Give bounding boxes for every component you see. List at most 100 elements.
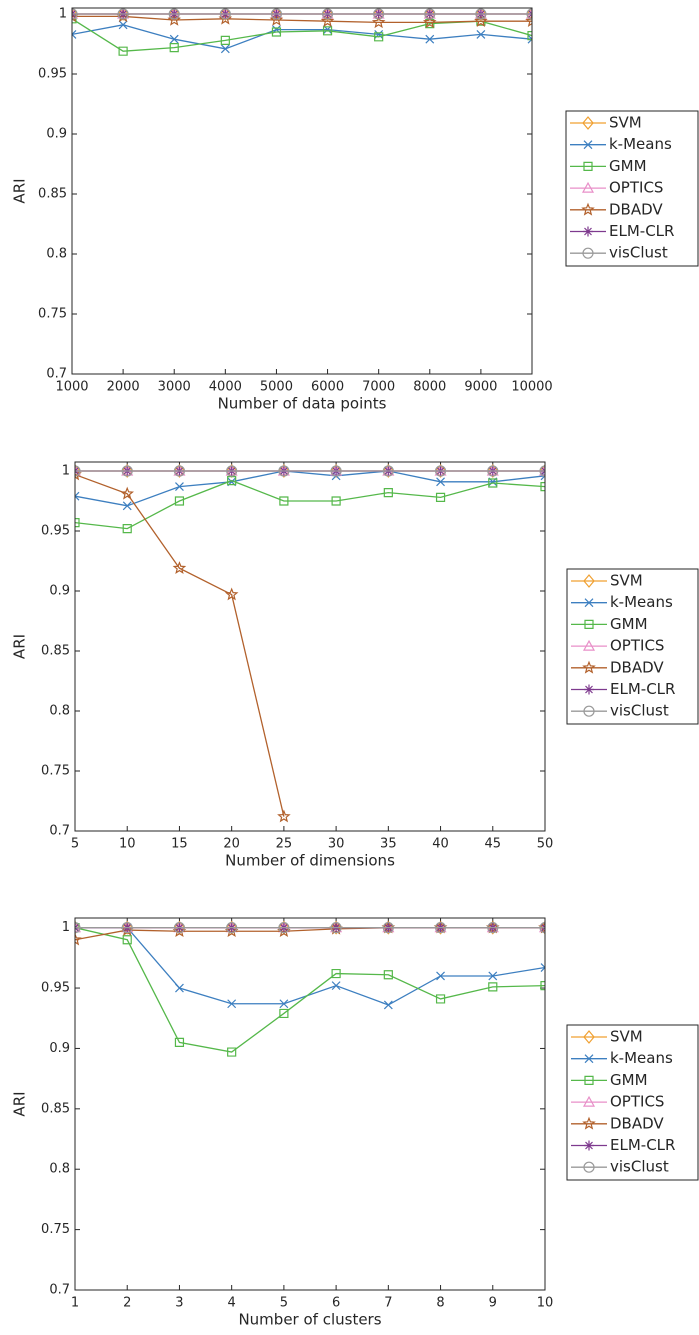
plot <box>75 920 545 1057</box>
legend-label: GMM <box>610 1071 648 1089</box>
x-tick-label: 9000 <box>464 380 497 395</box>
legend-label: visClust <box>609 244 668 262</box>
legend-label: SVM <box>610 572 643 590</box>
marker <box>434 464 447 478</box>
marker <box>475 8 487 21</box>
y-axis-label: ARI <box>11 634 29 659</box>
legend-label: ELM-CLR <box>609 222 674 240</box>
marker <box>219 8 232 21</box>
marker <box>330 922 342 934</box>
marker <box>422 15 437 29</box>
marker <box>277 809 291 823</box>
marker <box>330 465 342 477</box>
marker <box>584 1075 594 1085</box>
marker <box>474 14 488 27</box>
x-axis-label: Number of dimensions <box>225 852 395 870</box>
x-tick-label: 7 <box>384 1296 392 1311</box>
x-tick-label: 5 <box>280 1296 288 1311</box>
marker <box>371 15 386 29</box>
marker <box>172 924 187 938</box>
legend-label: SVM <box>609 114 642 132</box>
marker <box>584 619 594 629</box>
legend-label: k-Means <box>609 135 672 153</box>
marker <box>224 924 239 938</box>
marker <box>120 486 135 500</box>
marker <box>539 464 545 478</box>
marker <box>330 464 342 478</box>
marker <box>583 574 595 588</box>
subplot: 0.7 0.75 0.8 0.85 0.9 0.95 1 1000 2000 3000 4000 50… <box>11 7 699 413</box>
legend-label: GMM <box>610 615 648 633</box>
x-tick-label: 8 <box>436 1296 444 1311</box>
series-line <box>75 927 545 1006</box>
x-tick-label: 4000 <box>209 380 242 395</box>
x-tick-label: 2000 <box>107 380 140 395</box>
marker <box>220 35 230 45</box>
legend-label: k-Means <box>610 1049 673 1067</box>
marker <box>584 1054 594 1064</box>
legend-label: DBADV <box>610 658 664 676</box>
series-line <box>72 24 532 50</box>
x-tick-label: 7000 <box>362 380 395 395</box>
y-tick-label: 0.9 <box>49 1041 70 1056</box>
marker <box>121 920 134 935</box>
marker <box>174 496 185 506</box>
marker <box>330 920 342 935</box>
x-tick-label: 1 <box>71 1296 79 1311</box>
series-line <box>75 479 545 530</box>
marker <box>372 8 385 21</box>
axes-box <box>71 7 533 375</box>
marker <box>322 26 333 36</box>
x-tick-label: 3 <box>175 1296 183 1311</box>
marker <box>486 464 499 478</box>
marker <box>269 12 284 26</box>
marker <box>122 501 132 511</box>
y-axis-label: ARI <box>11 178 29 203</box>
marker <box>583 1030 595 1044</box>
legend-label: GMM <box>609 157 647 175</box>
y-tick-label: 0.7 <box>46 367 67 382</box>
marker <box>582 1095 596 1107</box>
marker <box>584 1140 594 1151</box>
marker <box>321 8 334 20</box>
legend-label: k-Means <box>610 593 673 611</box>
x-tick-label: 4 <box>228 1296 236 1311</box>
marker <box>72 29 77 39</box>
marker <box>122 524 132 534</box>
marker <box>373 8 385 20</box>
marker <box>220 44 230 54</box>
x-tick-label: 9 <box>489 1296 497 1311</box>
marker <box>582 116 594 130</box>
x-tick-label: 5 <box>71 837 79 852</box>
x-tick-label: 6 <box>332 1296 340 1311</box>
marker <box>117 8 129 21</box>
x-tick-label: 30 <box>328 837 345 852</box>
legend: SVM k-Means GMM OPTICS DBADV ELM-CLR visClust <box>566 568 699 725</box>
y-tick-label: 0.95 <box>38 67 67 82</box>
marker <box>525 14 532 27</box>
marker <box>331 981 341 991</box>
legend-label: OPTICS <box>610 1093 664 1111</box>
plot-area <box>72 8 532 374</box>
marker <box>278 464 290 478</box>
marker <box>169 34 179 44</box>
x-tick-label: 10000 <box>511 380 552 395</box>
marker <box>72 8 78 21</box>
x-tick-label: 15 <box>171 837 188 852</box>
marker <box>526 8 532 21</box>
marker <box>277 924 291 938</box>
legend-label: DBADV <box>610 1114 664 1132</box>
x-tick-label: 35 <box>380 837 397 852</box>
marker <box>583 1161 595 1173</box>
series-line <box>72 15 532 24</box>
marker <box>331 968 341 979</box>
marker <box>425 34 435 44</box>
y-tick-label: 1 <box>59 7 67 22</box>
marker <box>331 496 341 506</box>
marker <box>224 587 239 601</box>
marker <box>538 920 545 934</box>
marker <box>487 465 499 477</box>
marker <box>121 922 133 934</box>
x-tick-label: 40 <box>432 837 449 852</box>
